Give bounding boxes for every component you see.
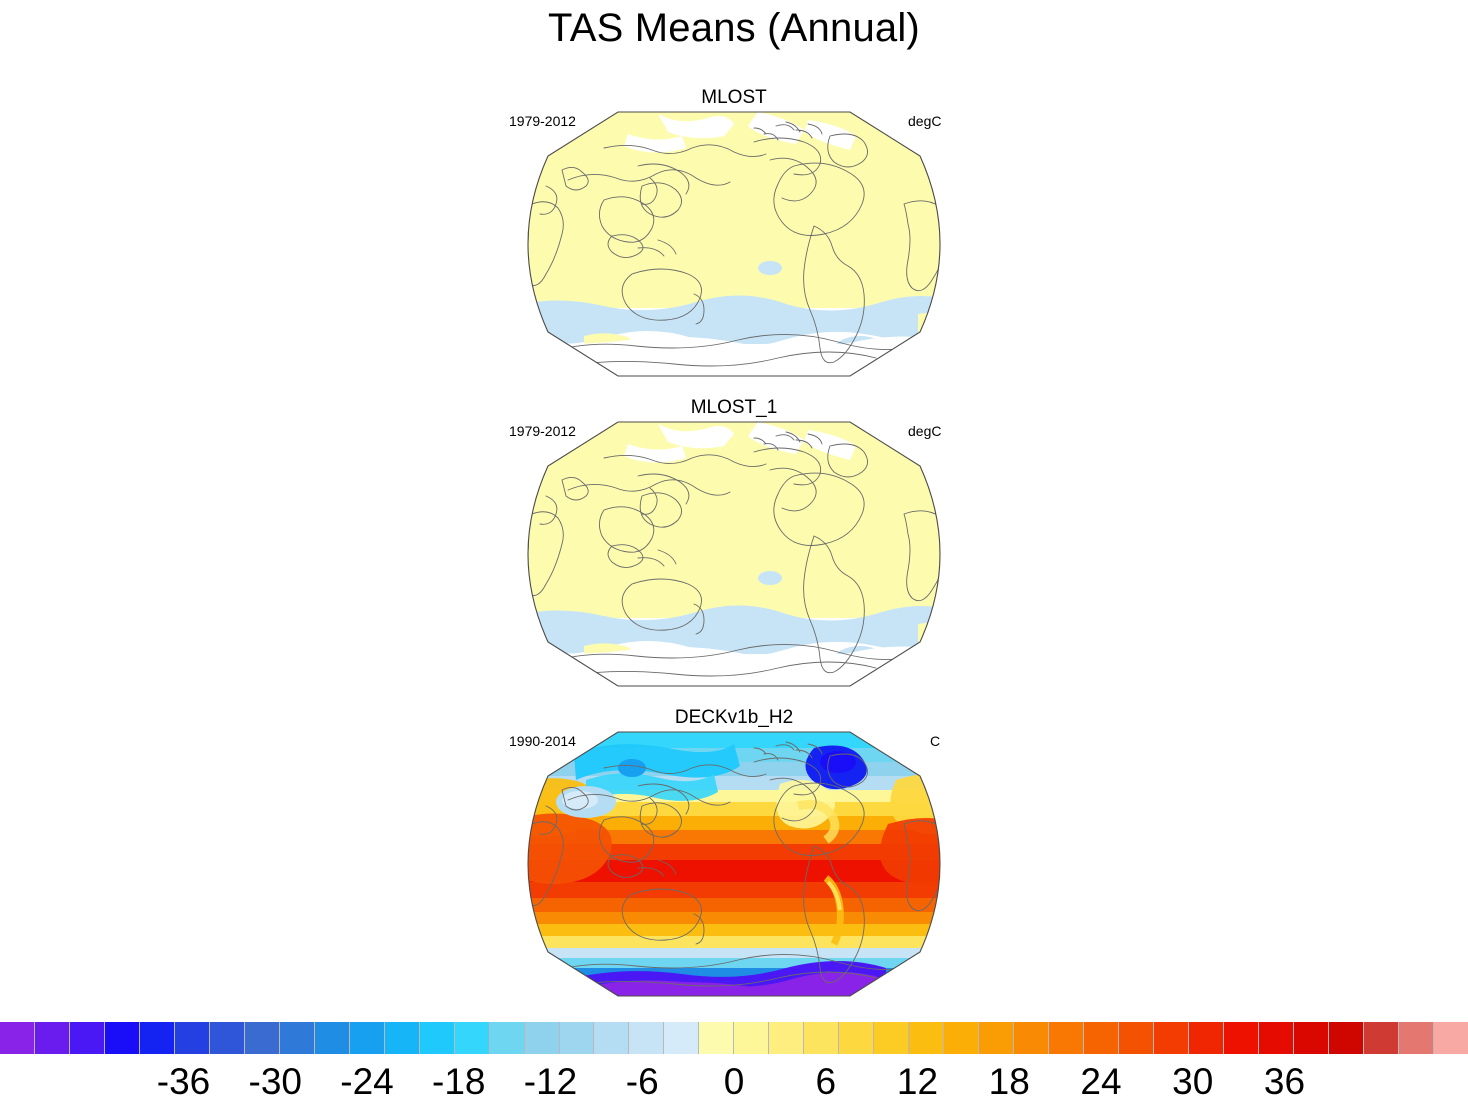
colorbar-tick-labels: -36 -30 -24 -18 -12 -6 0 6 12 18 24 30 36 (0, 1058, 1468, 1110)
map-svg (527, 421, 941, 687)
map-frame (527, 731, 941, 997)
colorbar-tick-label: -36 (156, 1061, 211, 1102)
colorbar-swatch[interactable] (243, 1022, 279, 1054)
colorbar-swatch[interactable] (383, 1022, 419, 1054)
colorbar-swatch[interactable] (593, 1022, 629, 1054)
colorbar-swatch[interactable] (803, 1022, 839, 1054)
colorbar-swatch[interactable] (768, 1022, 804, 1054)
colorbar-swatch[interactable] (1013, 1022, 1049, 1054)
colorbar-swatch[interactable] (1083, 1022, 1118, 1054)
panel-unit-label: degC (908, 113, 942, 129)
colorbar-swatch[interactable] (1327, 1022, 1363, 1054)
colorbar-swatch[interactable] (453, 1022, 489, 1054)
colorbar-swatch[interactable] (208, 1022, 244, 1054)
colorbar-swatch[interactable] (173, 1022, 209, 1054)
colorbar[interactable] (0, 1022, 1468, 1054)
colorbar-swatch[interactable] (628, 1022, 664, 1054)
coastlines (528, 431, 940, 677)
colorbar-swatch[interactable] (348, 1022, 384, 1054)
figure-title: TAS Means (Annual) (548, 6, 920, 50)
colorbar-swatch[interactable] (943, 1022, 979, 1054)
colorbar-swatch[interactable] (1222, 1022, 1258, 1054)
colorbar-swatch[interactable] (488, 1022, 524, 1054)
colorbar-swatch[interactable] (1362, 1022, 1398, 1054)
colorbar-swatch[interactable] (1432, 1022, 1468, 1054)
map-plot (508, 418, 960, 690)
panel-date-range: 1979-2012 (509, 423, 576, 439)
colorbar-swatch[interactable] (1397, 1022, 1433, 1054)
colorbar-swatch[interactable] (418, 1022, 454, 1054)
map-frame (527, 421, 941, 687)
map-plot (508, 108, 960, 380)
colorbar-tick-label: -18 (432, 1061, 486, 1102)
map-frame (527, 111, 941, 377)
panel-title: MLOST (701, 87, 767, 108)
colorbar-swatch[interactable] (978, 1022, 1014, 1054)
colorbar-tick-label: -6 (625, 1061, 659, 1102)
colorbar-swatch[interactable] (138, 1022, 174, 1054)
temperature-field (528, 112, 940, 376)
temperature-field (528, 422, 940, 686)
colorbar-swatch[interactable] (33, 1022, 69, 1054)
map-plot (508, 728, 960, 1000)
map-svg (527, 731, 941, 997)
colorbar-tick-label: 0 (723, 1061, 745, 1102)
map-svg (527, 111, 941, 377)
colorbar-swatch[interactable] (838, 1022, 874, 1054)
colorbar-tick-label: 6 (815, 1061, 837, 1102)
colorbar-swatch[interactable] (1048, 1022, 1084, 1054)
colorbar-tick-label: 36 (1263, 1061, 1306, 1102)
colorbar-swatch[interactable] (873, 1022, 909, 1054)
colorbar-tick-label: -24 (340, 1061, 394, 1102)
colorbar-swatch[interactable] (558, 1022, 594, 1054)
colorbar-swatch[interactable] (523, 1022, 559, 1054)
colorbar-swatch[interactable] (698, 1022, 734, 1054)
colorbar-tick-label: 12 (896, 1061, 939, 1102)
colorbar-tick-label: 30 (1172, 1061, 1214, 1102)
colorbar-swatch[interactable] (103, 1022, 139, 1054)
colorbar-swatch[interactable] (1187, 1022, 1223, 1054)
colorbar-swatch[interactable] (1152, 1022, 1188, 1054)
colorbar-tick-label: 24 (1080, 1061, 1122, 1102)
colorbar-swatch[interactable] (1118, 1022, 1153, 1054)
colorbar-swatch[interactable] (278, 1022, 314, 1054)
coastlines (528, 741, 940, 987)
panel-unit-label: degC (908, 423, 942, 439)
colorbar-swatch[interactable] (663, 1022, 699, 1054)
panel-title: MLOST_1 (690, 397, 778, 418)
colorbar-swatch[interactable] (68, 1022, 104, 1054)
colorbar-swatch[interactable] (1292, 1022, 1328, 1054)
colorbar-swatch[interactable] (0, 1022, 34, 1054)
colorbar-swatch[interactable] (313, 1022, 349, 1054)
panel-date-range: 1979-2012 (509, 113, 576, 129)
colorbar-swatch[interactable] (1257, 1022, 1293, 1054)
colorbar-tick-label: -12 (523, 1061, 578, 1102)
panel-date-range: 1990-2014 (509, 733, 576, 749)
temperature-field (528, 732, 940, 996)
coastlines (528, 121, 940, 367)
colorbar-swatch[interactable] (733, 1022, 769, 1054)
panel-unit-label: C (930, 733, 941, 749)
colorbar-tick-label: -30 (248, 1061, 302, 1102)
panel-title: DECKv1b_H2 (674, 707, 794, 728)
colorbar-tick-label: 18 (988, 1061, 1030, 1102)
colorbar-swatch[interactable] (908, 1022, 944, 1054)
